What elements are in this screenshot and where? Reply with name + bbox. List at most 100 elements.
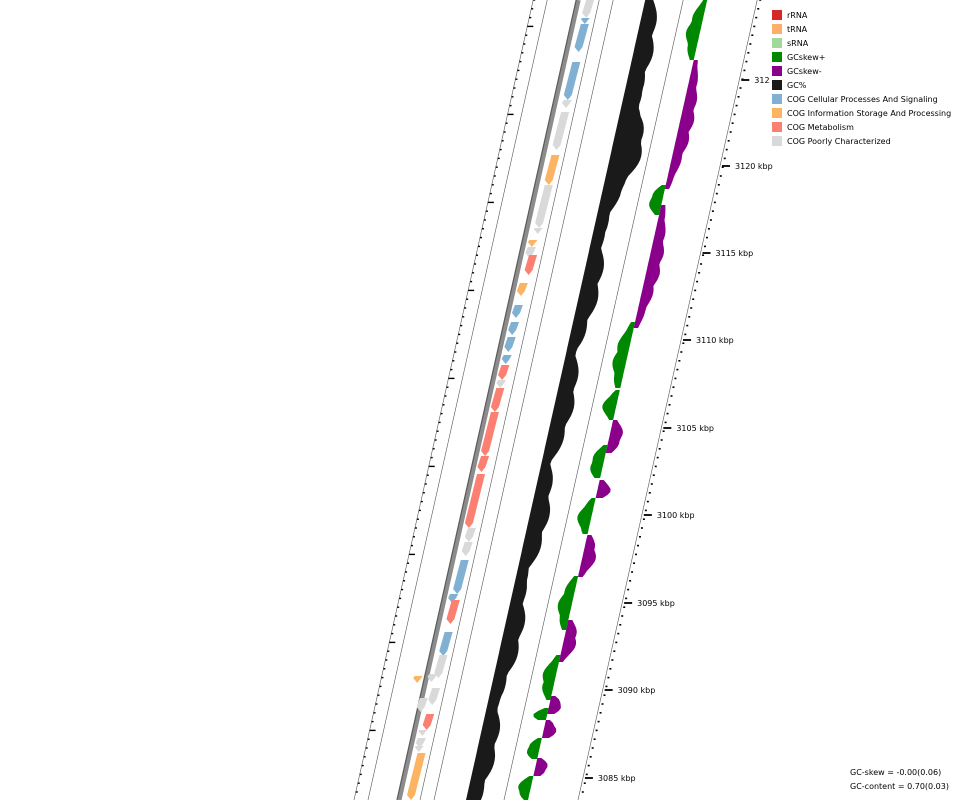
gene-feature	[525, 247, 536, 258]
gene-feature	[582, 0, 595, 18]
gene-features	[407, 0, 595, 800]
legend-label: rRNA	[787, 10, 808, 20]
gene-feature	[524, 255, 538, 275]
backbone-line	[396, 0, 581, 800]
gene-feature	[527, 240, 538, 247]
position-label: 3095 kbp	[637, 599, 675, 608]
legend-item-srna: sRNA	[772, 36, 951, 50]
gc-skew-positive	[577, 498, 596, 534]
legend-label: GC%	[787, 80, 807, 90]
legend-swatch	[772, 10, 782, 20]
legend-label: COG Information Storage And Processing	[787, 108, 952, 118]
statistics: GC-skew = -0.00(0.06) GC-content = 0.70(…	[850, 766, 949, 794]
guide-line	[367, 0, 548, 800]
gene-feature	[413, 676, 423, 683]
gc-skew-positive	[685, 0, 708, 60]
gene-feature	[504, 337, 516, 352]
legend-label: COG Metabolism	[787, 122, 854, 132]
gc-skew-negative	[533, 758, 548, 776]
gene-feature	[535, 185, 553, 228]
gene-feature	[501, 355, 512, 364]
gene-feature	[453, 560, 469, 594]
position-label: 3110 kbp	[696, 336, 734, 345]
gene-feature	[580, 18, 591, 24]
gene-feature	[418, 730, 428, 736]
gene-feature	[461, 542, 473, 556]
legend-item-cog-metabolism: COG Metabolism	[772, 120, 951, 134]
gc-skew-negative	[558, 620, 577, 662]
gc-content-stat: GC-content = 0.70(0.03)	[850, 782, 949, 791]
gene-feature	[574, 24, 589, 52]
gc-skew-negative	[541, 720, 557, 738]
gc-skew-positive	[533, 708, 549, 720]
legend-swatch	[772, 94, 782, 104]
legend-swatch	[772, 52, 782, 62]
track-guide-lines	[353, 0, 758, 800]
legend-item-cog-cellular: COG Cellular Processes And Signaling	[772, 92, 951, 106]
position-label: 3085 kbp	[598, 774, 636, 783]
position-ticks	[355, 0, 762, 793]
gc-skew-positive	[557, 576, 579, 630]
gc-skew-negative	[595, 480, 611, 498]
legend-swatch	[772, 24, 782, 34]
gene-feature	[511, 305, 523, 318]
gc-skew-negative	[547, 696, 561, 714]
gene-feature	[477, 456, 490, 472]
gene-feature	[434, 655, 448, 678]
gene-feature	[544, 155, 560, 185]
gene-feature	[464, 528, 476, 542]
gc-content-band	[466, 0, 657, 800]
legend-swatch	[772, 108, 782, 118]
gc-skew-positive	[542, 655, 561, 700]
gc-content-track	[466, 0, 657, 800]
legend-item-trna: tRNA	[772, 22, 951, 36]
position-label: 312	[754, 76, 769, 85]
position-label: 3100 kbp	[657, 511, 695, 520]
legend-label: GCskew+	[787, 52, 826, 62]
guide-line	[353, 0, 534, 800]
gene-feature	[415, 738, 426, 748]
position-labels: 3085 kbp 3090 kbp 3095 kbp 3100 kbp 3105 kbp…	[584, 76, 773, 783]
genome-backbone	[396, 0, 581, 800]
legend-swatch	[772, 66, 782, 76]
gc-skew-negative	[664, 60, 698, 189]
legend-item-cog-information: COG Information Storage And Processing	[772, 106, 951, 120]
position-label: 3115 kbp	[716, 249, 754, 258]
gene-feature	[508, 322, 520, 335]
gc-skew-positive	[602, 390, 620, 420]
guide-line	[419, 0, 600, 800]
gc-skew-positive	[590, 445, 608, 478]
gc-skew-positive	[649, 185, 666, 215]
gc-skew-positive	[518, 776, 534, 800]
legend-swatch	[772, 136, 782, 146]
position-label: 3120 kbp	[735, 162, 773, 171]
position-label: 3090 kbp	[618, 686, 656, 695]
legend-label: sRNA	[787, 38, 809, 48]
legend-label: tRNA	[787, 24, 808, 34]
guide-line	[577, 0, 758, 800]
legend-label: COG Poorly Characterized	[787, 136, 891, 146]
gene-feature	[446, 600, 460, 624]
gene-feature	[481, 412, 499, 456]
guide-line	[433, 0, 614, 800]
gene-feature	[439, 632, 453, 656]
legend-swatch	[772, 80, 782, 90]
gene-feature	[422, 714, 435, 730]
gc-skew-track	[518, 0, 708, 800]
gc-skew-negative	[578, 535, 596, 577]
gene-feature	[533, 228, 544, 234]
gene-feature	[414, 746, 425, 752]
gene-feature	[490, 388, 505, 412]
gene-feature	[416, 698, 428, 712]
gc-skew-positive	[526, 738, 542, 759]
gene-feature	[407, 753, 426, 800]
gc-skew-negative	[633, 205, 666, 328]
gene-feature	[428, 688, 441, 705]
gene-feature	[516, 283, 528, 296]
legend: rRNA tRNA sRNA GCskew+ GCskew- GC% COG C…	[772, 8, 951, 148]
legend-item-gcskew-minus: GCskew-	[772, 64, 951, 78]
gene-feature	[464, 474, 486, 528]
legend-item-rrna: rRNA	[772, 8, 951, 22]
gene-feature	[427, 674, 438, 682]
